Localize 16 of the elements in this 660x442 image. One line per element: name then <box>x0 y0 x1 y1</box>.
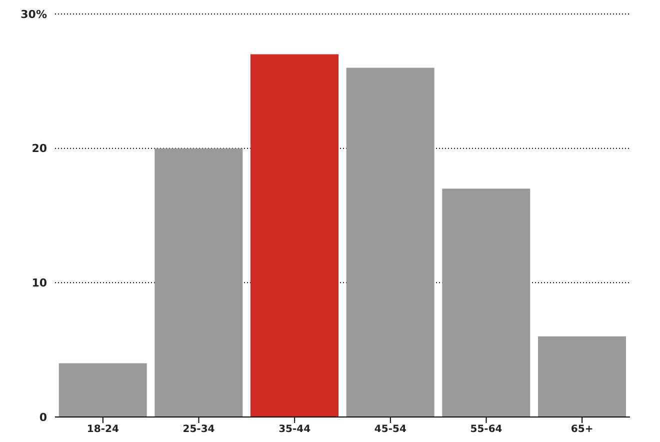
bar <box>154 148 243 417</box>
x-tick-label: 65+ <box>570 424 594 436</box>
bar <box>346 68 434 417</box>
y-tick-label: 0 <box>39 410 48 424</box>
bar <box>538 336 626 417</box>
bar <box>250 54 338 417</box>
y-tick-label: 20 <box>32 142 48 156</box>
bar <box>442 188 530 417</box>
x-tick-label: 25-34 <box>182 424 215 436</box>
x-tick-label: 35-44 <box>278 424 311 436</box>
y-tick-label: 10 <box>32 276 48 290</box>
x-tick-label: 45-54 <box>374 424 406 436</box>
bar <box>58 363 147 417</box>
x-tick-label: 55-64 <box>470 424 502 436</box>
x-tick-label: 18-24 <box>86 424 119 436</box>
y-tick-label: 30% <box>20 8 47 21</box>
